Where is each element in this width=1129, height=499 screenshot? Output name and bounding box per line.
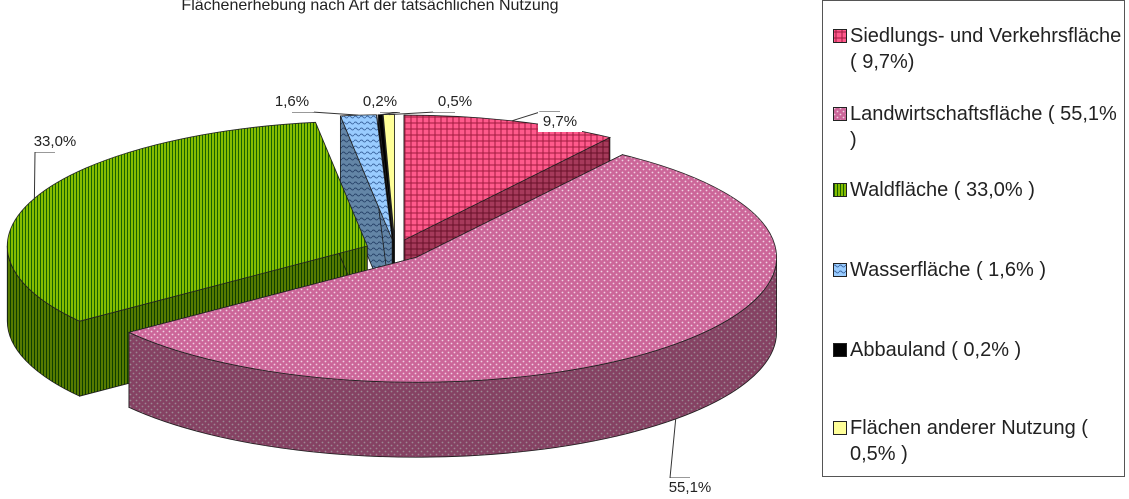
- legend-swatch: [833, 183, 847, 197]
- slice-shade: [340, 115, 393, 315]
- legend-entry: Landwirtschaftsfläche ( 55,1% ): [833, 101, 1123, 153]
- legend-swatch: [833, 263, 847, 277]
- slice-shade: [7, 246, 80, 397]
- data-label: 1,6%: [275, 93, 309, 110]
- legend-label: Flächen anderer Nutzung ( 0,5% ): [850, 417, 1088, 465]
- legend-entry: Flächen anderer Nutzung ( 0,5% ): [833, 415, 1123, 467]
- legend-swatch: [833, 107, 847, 121]
- legend-entry: Wasserfläche ( 1,6% ): [833, 257, 1123, 283]
- leader-line: [292, 111, 359, 116]
- chart-title: Flächenerhebung nach Art der tatsächlich…: [181, 0, 558, 14]
- slice-top: [127, 154, 777, 383]
- slice-top: [339, 114, 393, 240]
- legend-label: Siedlungs- und Verkehrsfläche ( 9,7%): [850, 25, 1122, 73]
- data-label: 9,7%: [543, 113, 577, 130]
- legend-entry: Abbauland ( 0,2% ): [833, 337, 1123, 363]
- data-label: 33,0%: [34, 133, 77, 150]
- legend-swatch: [833, 421, 847, 435]
- legend-label: Wasserfläche ( 1,6% ): [850, 259, 1046, 281]
- data-label: 55,1%: [669, 479, 712, 496]
- legend-swatch: [833, 29, 847, 43]
- slice-shade: [128, 257, 777, 458]
- data-label: 0,2%: [363, 93, 397, 110]
- legend-entry: Waldfläche ( 33,0% ): [833, 177, 1123, 203]
- leader-line: [669, 418, 690, 479]
- slice: [127, 154, 777, 458]
- chart: Flächenerhebung nach Art der tatsächlich…: [6, 0, 777, 496]
- data-label: 0,5%: [438, 93, 472, 110]
- legend-swatch: [833, 343, 847, 357]
- legend: Siedlungs- und Verkehrsfläche ( 9,7%) Lan…: [822, 0, 1125, 477]
- legend-label: Waldfläche ( 33,0% ): [850, 179, 1035, 201]
- legend-label: Landwirtschaftsfläche ( 55,1% ): [850, 103, 1117, 151]
- legend-label: Abbauland ( 0,2% ): [850, 339, 1022, 361]
- legend-entry: Siedlungs- und Verkehrsfläche ( 9,7%): [833, 23, 1123, 75]
